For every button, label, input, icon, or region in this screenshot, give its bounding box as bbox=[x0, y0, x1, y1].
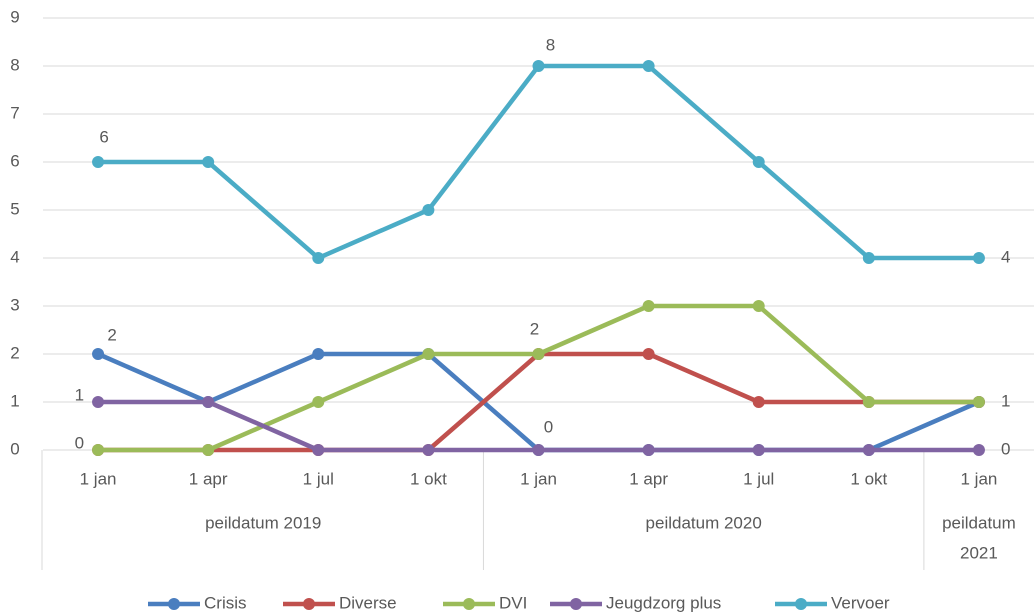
data-point bbox=[202, 444, 215, 456]
data-point bbox=[532, 444, 545, 456]
legend-label: Crisis bbox=[204, 593, 247, 612]
data-point bbox=[92, 348, 105, 360]
y-tick-label: 9 bbox=[10, 7, 19, 26]
y-tick-label: 4 bbox=[10, 247, 19, 266]
legend-label: Diverse bbox=[339, 593, 397, 612]
data-point bbox=[972, 252, 985, 264]
data-point bbox=[202, 156, 215, 168]
group-label: 2021 bbox=[960, 543, 998, 562]
data-point bbox=[752, 156, 765, 168]
group-label: peildatum 2019 bbox=[205, 513, 321, 532]
group-label: peildatum 2020 bbox=[646, 513, 762, 532]
data-label: 4 bbox=[1001, 247, 1010, 266]
x-tick-label: 1 apr bbox=[189, 469, 228, 488]
x-tick-label: 1 jan bbox=[80, 469, 117, 488]
legend-label: Jeugdzorg plus bbox=[606, 593, 721, 612]
data-point bbox=[972, 396, 985, 408]
data-point bbox=[642, 60, 655, 72]
legend-label: Vervoer bbox=[831, 593, 890, 612]
y-tick-label: 5 bbox=[10, 199, 19, 218]
data-label: 0 bbox=[1001, 439, 1010, 458]
data-point bbox=[862, 396, 875, 408]
data-point bbox=[642, 300, 655, 312]
data-point bbox=[312, 252, 325, 264]
data-point bbox=[972, 444, 985, 456]
data-point bbox=[422, 444, 435, 456]
x-tick-label: 1 okt bbox=[410, 469, 447, 488]
data-point bbox=[422, 204, 435, 216]
y-tick-label: 0 bbox=[10, 439, 19, 458]
data-label: 2 bbox=[530, 319, 539, 338]
data-point bbox=[92, 396, 105, 408]
y-tick-label: 1 bbox=[10, 391, 19, 410]
y-tick-label: 2 bbox=[10, 343, 19, 362]
data-label: 0 bbox=[544, 417, 553, 436]
data-point bbox=[202, 396, 215, 408]
data-label: 8 bbox=[546, 35, 555, 54]
y-tick-label: 3 bbox=[10, 295, 19, 314]
data-label: 1 bbox=[1001, 391, 1010, 410]
x-tick-label: 1 jan bbox=[520, 469, 557, 488]
data-point bbox=[752, 300, 765, 312]
legend-marker bbox=[795, 598, 807, 610]
y-tick-label: 7 bbox=[10, 103, 19, 122]
data-point bbox=[642, 348, 655, 360]
data-point bbox=[312, 396, 325, 408]
y-tick-label: 8 bbox=[10, 55, 19, 74]
data-point bbox=[532, 348, 545, 360]
data-point bbox=[642, 444, 655, 456]
data-label: 2 bbox=[107, 325, 116, 344]
legend-marker bbox=[463, 598, 475, 610]
data-point bbox=[422, 348, 435, 360]
data-point bbox=[312, 348, 325, 360]
x-tick-label: 1 jan bbox=[961, 469, 998, 488]
group-label: peildatum bbox=[942, 513, 1016, 532]
data-point bbox=[92, 156, 105, 168]
x-tick-label: 1 apr bbox=[629, 469, 668, 488]
data-label: 1 bbox=[75, 385, 84, 404]
data-point bbox=[862, 444, 875, 456]
data-point bbox=[752, 396, 765, 408]
data-point bbox=[862, 252, 875, 264]
y-tick-label: 6 bbox=[10, 151, 19, 170]
data-label: 6 bbox=[99, 127, 108, 146]
legend-marker bbox=[303, 598, 315, 610]
data-label: 0 bbox=[75, 433, 84, 452]
legend-marker bbox=[168, 598, 180, 610]
data-point bbox=[752, 444, 765, 456]
x-tick-label: 1 jul bbox=[743, 469, 774, 488]
legend-label: DVI bbox=[499, 593, 527, 612]
x-tick-label: 1 okt bbox=[850, 469, 887, 488]
data-point bbox=[92, 444, 105, 456]
data-point bbox=[532, 60, 545, 72]
legend-marker bbox=[570, 598, 582, 610]
data-point bbox=[312, 444, 325, 456]
x-tick-label: 1 jul bbox=[303, 469, 334, 488]
